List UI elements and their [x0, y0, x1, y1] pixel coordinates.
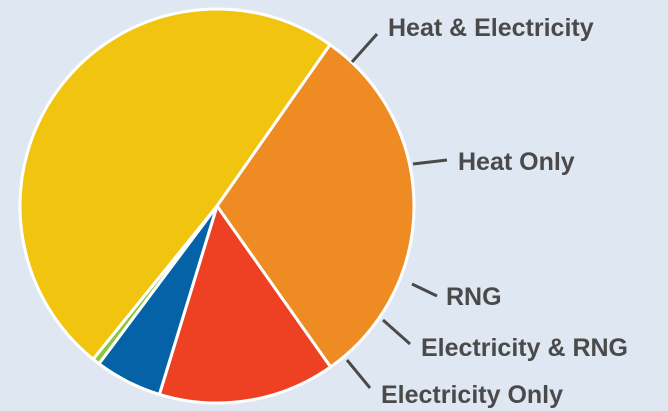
- label-heat-only: Heat Only: [458, 148, 575, 176]
- pie-slices: [18, 7, 416, 405]
- leader-electricity-rng: [382, 318, 411, 346]
- slice-labels: Heat & Electricity Heat Only RNG Electri…: [381, 14, 628, 409]
- leader-electricity-only: [345, 359, 372, 389]
- label-electricity-only: Electricity Only: [381, 381, 563, 409]
- label-rng: RNG: [446, 283, 502, 311]
- label-electricity-rng: Electricity & RNG: [421, 334, 628, 362]
- pie-slice-electricity-only: [18, 7, 332, 361]
- leader-lines: [345, 33, 448, 389]
- leader-heat-electricity: [350, 33, 379, 63]
- leader-rng: [411, 282, 438, 298]
- label-heat-electricity: Heat & Electricity: [388, 14, 594, 42]
- leader-heat-only: [412, 158, 448, 166]
- pie-slice-heat-electricity: [215, 43, 416, 369]
